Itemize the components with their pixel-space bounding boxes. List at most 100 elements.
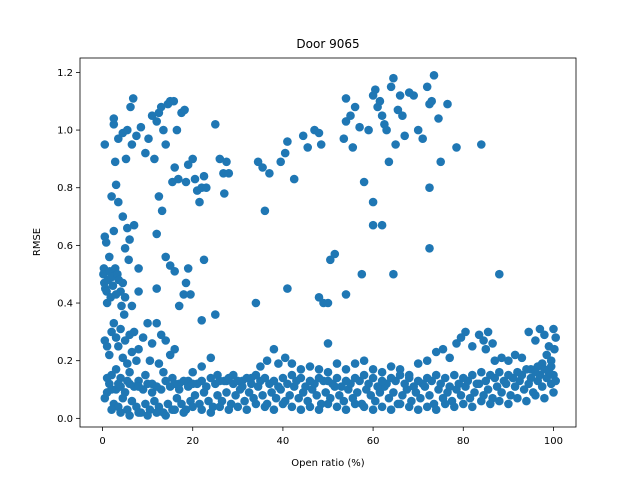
- data-point: [256, 362, 265, 371]
- data-point: [499, 376, 509, 386]
- data-point: [188, 402, 197, 412]
- x-tick-label: 80: [457, 436, 470, 447]
- data-point: [425, 183, 434, 192]
- data-point: [517, 353, 527, 363]
- data-point: [377, 220, 387, 230]
- x-tick-label: 40: [277, 436, 290, 447]
- data-point: [105, 252, 114, 262]
- data-point: [395, 91, 405, 100]
- data-point: [477, 140, 486, 149]
- data-point: [368, 365, 378, 374]
- y-tick-label: 0.6: [57, 241, 73, 252]
- data-point: [179, 376, 188, 386]
- data-point: [132, 131, 141, 141]
- data-point: [269, 344, 279, 354]
- data-point: [398, 391, 407, 400]
- data-point: [341, 405, 351, 415]
- data-point: [147, 388, 157, 397]
- data-point: [186, 290, 195, 299]
- data-point: [126, 102, 135, 112]
- data-point: [443, 99, 452, 109]
- data-point: [172, 125, 182, 135]
- data-point: [258, 163, 267, 172]
- data-point: [425, 244, 434, 253]
- data-point: [495, 396, 504, 406]
- data-point: [222, 157, 231, 167]
- data-point: [540, 365, 549, 374]
- data-point: [108, 281, 118, 291]
- data-point: [190, 174, 200, 184]
- data-point: [120, 293, 130, 302]
- data-point: [425, 391, 434, 400]
- data-point: [150, 154, 159, 164]
- data-point: [422, 356, 432, 366]
- data-point: [364, 379, 373, 389]
- data-point: [144, 134, 153, 143]
- data-point: [551, 376, 560, 386]
- data-point: [242, 373, 252, 383]
- data-point: [495, 367, 504, 377]
- data-point: [242, 405, 252, 415]
- data-point: [296, 373, 306, 383]
- data-point: [431, 405, 441, 415]
- data-point: [459, 399, 468, 409]
- data-point: [224, 169, 234, 178]
- data-point: [323, 367, 333, 377]
- data-point: [436, 379, 446, 389]
- data-point: [267, 388, 276, 397]
- data-point: [213, 391, 222, 400]
- data-point: [492, 382, 502, 391]
- data-point: [199, 255, 209, 265]
- data-point: [481, 344, 491, 354]
- data-point: [461, 327, 470, 337]
- data-point: [134, 382, 143, 391]
- data-point: [468, 342, 477, 351]
- data-point: [147, 111, 157, 120]
- data-point: [445, 353, 455, 363]
- data-point: [134, 264, 143, 273]
- data-point: [157, 206, 167, 216]
- data-point: [197, 362, 206, 371]
- data-point: [278, 373, 288, 383]
- data-point: [141, 148, 150, 158]
- data-point: [215, 154, 225, 164]
- data-point: [123, 125, 132, 135]
- data-point: [477, 396, 486, 406]
- data-point: [413, 359, 423, 368]
- data-point: [535, 324, 545, 334]
- data-point: [233, 402, 243, 412]
- data-point: [202, 382, 211, 391]
- data-point: [386, 373, 396, 383]
- data-point: [316, 140, 326, 149]
- data-point: [188, 379, 197, 389]
- data-point: [436, 157, 446, 167]
- data-point: [303, 143, 313, 152]
- data-point: [141, 370, 150, 380]
- data-point: [170, 379, 179, 389]
- data-point: [400, 379, 410, 389]
- data-point: [183, 264, 193, 273]
- data-point: [170, 163, 179, 172]
- data-point: [206, 408, 216, 417]
- data-point: [163, 399, 173, 409]
- data-point: [472, 379, 482, 389]
- data-point: [222, 388, 231, 397]
- data-point: [195, 197, 204, 207]
- data-point: [156, 102, 166, 112]
- data-point: [280, 148, 290, 158]
- data-point: [549, 324, 558, 334]
- data-point: [170, 405, 179, 415]
- data-point: [542, 350, 551, 360]
- data-point: [127, 301, 137, 311]
- data-point: [276, 157, 286, 167]
- data-point: [341, 365, 351, 374]
- data-point: [357, 269, 367, 279]
- data-point: [119, 310, 129, 319]
- data-point: [353, 388, 362, 397]
- data-point: [240, 396, 249, 406]
- data-point: [445, 382, 455, 391]
- data-point: [111, 333, 121, 342]
- data-point: [391, 140, 400, 149]
- data-point: [350, 399, 360, 409]
